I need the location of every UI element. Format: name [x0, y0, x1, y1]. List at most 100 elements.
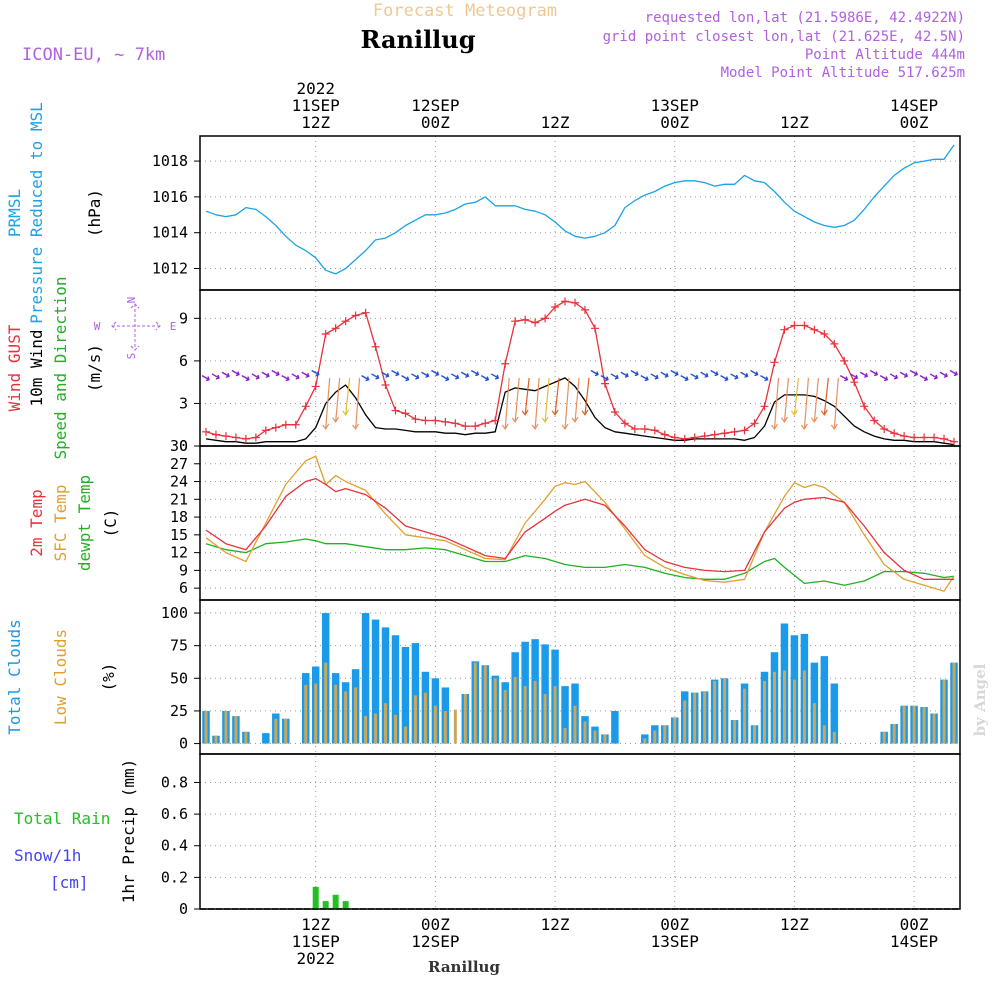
low-cloud-bar: [713, 680, 717, 744]
total-cloud-bar: [611, 710, 619, 744]
wind-gust-marker: [880, 424, 889, 433]
y-tick-label: 0.6: [161, 805, 188, 823]
wind-gust-marker: [580, 305, 589, 314]
low-cloud-bar: [413, 695, 417, 744]
y-tick-label: 0: [179, 735, 188, 753]
low-cloud-bar: [443, 710, 447, 744]
y-tick-label: 1014: [152, 224, 188, 242]
low-cloud-bar: [274, 718, 278, 744]
low-cloud-bar: [563, 727, 567, 744]
y-tick-label: 9: [179, 309, 188, 327]
y-tick-label: 0.4: [161, 837, 188, 855]
low-cloud-bar: [703, 691, 707, 744]
y-tick-label: 0.2: [161, 868, 188, 886]
low-cloud-bar: [733, 720, 737, 744]
wind-gust-marker: [680, 434, 689, 443]
low-cloud-bar: [743, 688, 747, 744]
wind-direction-arrow: [889, 373, 899, 380]
low-cloud-bar: [782, 670, 786, 744]
rain-bar: [342, 901, 349, 909]
wind-gust-marker: [750, 419, 759, 428]
total-clouds-label: Total Clouds: [5, 619, 24, 735]
total-cloud-bar: [401, 646, 410, 744]
low-cloud-bar: [473, 662, 477, 744]
low-cloud-bar: [354, 687, 358, 744]
wind-gust-marker: [461, 422, 470, 431]
wind-gust-marker: [860, 402, 869, 411]
wind-direction-arrow: [620, 371, 629, 378]
wind-gust-marker: [401, 409, 410, 418]
wind-direction-arrow: [521, 377, 530, 416]
wind-gust-marker: [241, 434, 250, 443]
wind-direction-arrow: [281, 375, 290, 382]
wind-direction-arrow: [571, 377, 580, 423]
wind-direction-arrow: [771, 377, 780, 431]
wind-direction-arrow: [551, 377, 560, 416]
wind-direction-arrow: [600, 375, 609, 382]
y-tick-label: 1016: [152, 188, 188, 206]
bottom-time-tick-label: 12SEP: [411, 932, 459, 951]
wind-gust-marker: [740, 426, 749, 435]
y-tick-label: 3: [179, 394, 188, 412]
wind-gust-marker: [850, 378, 859, 387]
wind-direction-arrow: [342, 377, 351, 416]
wind-gust-marker: [730, 427, 739, 436]
low-cloud-bar: [304, 684, 308, 744]
wind-direction-arrow: [640, 375, 649, 382]
temp-dewpt-line: [205, 538, 955, 586]
wind-direction-arrow: [730, 373, 739, 380]
wind-direction-arrow: [650, 373, 659, 380]
wind-gust-marker: [431, 416, 440, 425]
low-cloud-bar: [374, 713, 378, 744]
wind-direction-arrow: [470, 369, 480, 377]
wind-speed-line: [205, 377, 955, 446]
wind-direction-arrow: [839, 375, 849, 382]
wind-direction-arrow: [869, 369, 879, 377]
low-cloud-bar: [932, 713, 936, 744]
wind-gust-marker: [311, 382, 320, 391]
total-cloud-bar: [381, 627, 390, 744]
low-cloud-bar: [832, 731, 836, 744]
wind-direction-arrow: [480, 375, 490, 382]
rain-bar: [312, 886, 319, 909]
compass-east-label: E: [170, 320, 177, 333]
temp-sfc-label: SFC Temp: [51, 484, 70, 561]
wind-direction-arrow: [800, 377, 809, 431]
low-cloud-bar: [493, 678, 497, 744]
wind-gust-marker: [710, 430, 719, 439]
wind-gust-marker: [281, 420, 290, 429]
wind-direction-arrow: [750, 369, 759, 377]
precip-unit-label: 1hr Precip (mm): [119, 759, 138, 904]
y-tick-label: 18: [170, 508, 188, 526]
low-cloud-bar: [693, 692, 697, 744]
wind-direction-arrow: [710, 369, 719, 377]
low-cloud-bar: [792, 679, 796, 744]
y-tick-label: 0.8: [161, 773, 188, 791]
low-cloud-bar: [723, 678, 727, 744]
wind-gust-marker: [760, 402, 769, 411]
top-time-tick-label: 11SEP: [292, 96, 340, 115]
bottom-time-tick-label: 12Z: [301, 915, 330, 934]
low-cloud-bar: [942, 679, 946, 744]
panel-frame-pressure: [199, 135, 961, 291]
wind-gust-marker: [571, 298, 580, 307]
y-tick-label: 0: [179, 900, 188, 918]
wind-direction-arrow: [929, 373, 938, 380]
wind-direction-arrow: [431, 369, 440, 377]
wind-gust-marker: [521, 315, 530, 324]
wind-gust-marker: [890, 429, 899, 438]
wind-gust-marker: [331, 324, 340, 333]
wind-gust-marker: [600, 379, 609, 388]
y-tick-label: 0: [179, 437, 188, 455]
bottom-time-tick-label: 12Z: [780, 915, 809, 934]
wind-direction-arrow: [322, 377, 331, 431]
compass-rose-icon: [111, 303, 161, 351]
pressure-series-line: [205, 144, 955, 275]
temp-unit-label: (C): [101, 509, 120, 538]
wind-gust-marker: [590, 324, 599, 333]
wind-gust-marker: [271, 423, 280, 432]
top-time-tick-label: 12Z: [780, 113, 809, 132]
wind-direction-arrow: [241, 375, 250, 382]
wind-direction-arrow: [939, 371, 948, 378]
low-cloud-bar: [334, 684, 338, 744]
